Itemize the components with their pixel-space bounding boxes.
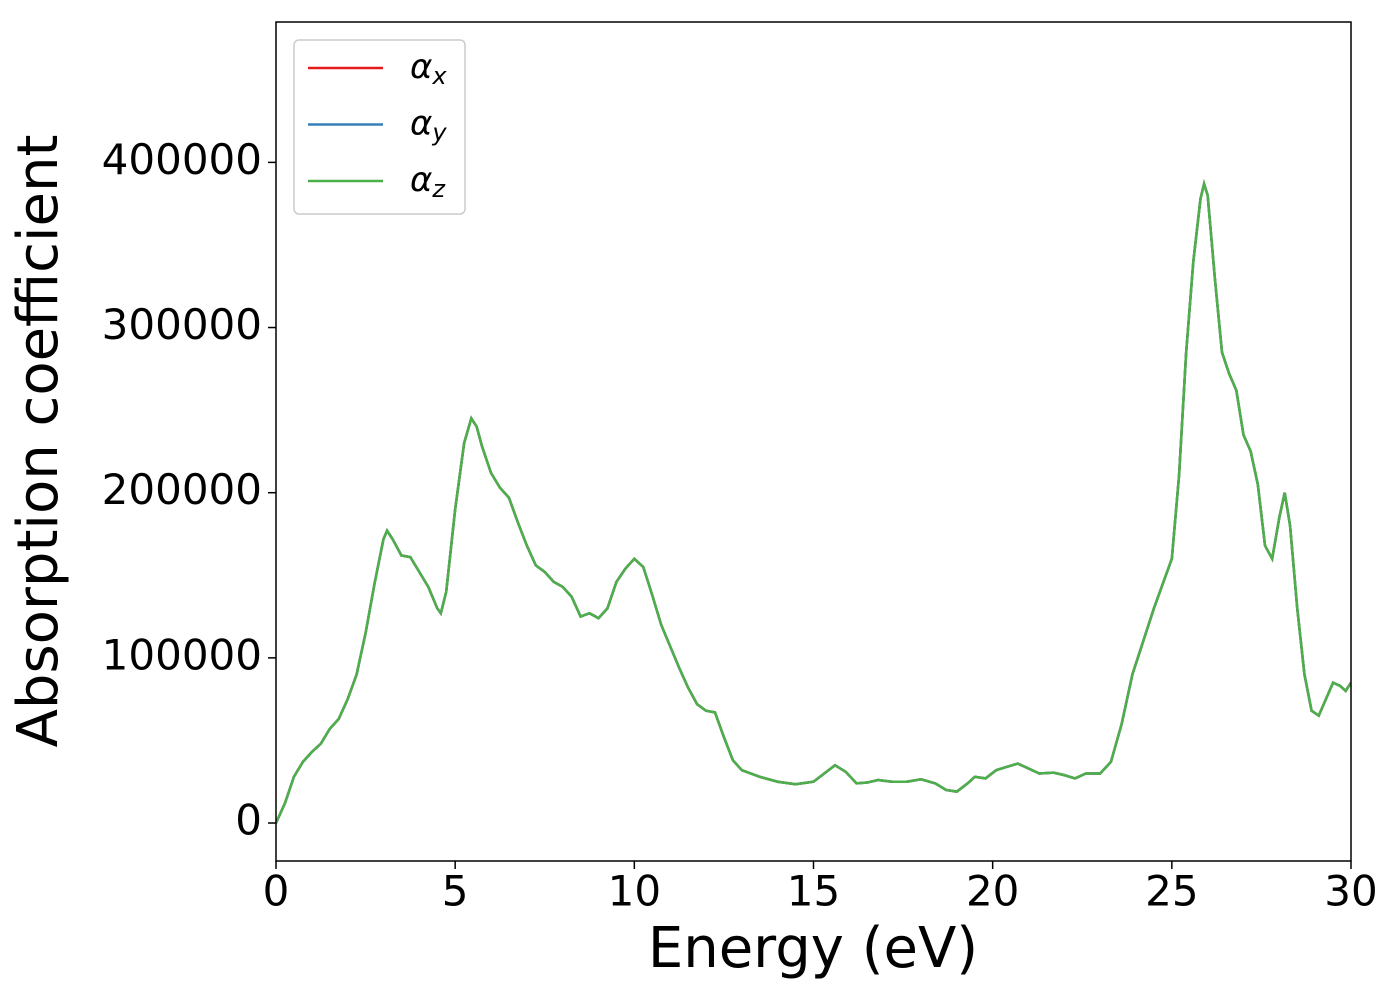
y-tick-label: 400000 [102,135,262,184]
x-axis-label: Energy (eV) [648,916,978,981]
x-tick-label: 15 [787,867,840,916]
legend-label: αy [410,103,447,147]
line-series [276,179,1351,824]
line-series [276,179,1351,824]
plot-frame [275,21,1352,862]
legend: αx αy αz [293,39,466,215]
y-tick-label: 200000 [102,465,262,514]
line-series [276,179,1351,824]
x-tick-label: 25 [1145,867,1198,916]
y-tick-label: 100000 [102,630,262,679]
legend-box [293,39,466,215]
x-tick-label: 20 [966,867,1019,916]
x-tick-label: 5 [442,867,469,916]
y-axis-label: Absorption coefficient [6,135,71,748]
legend-label: αx [410,47,447,91]
y-tick-label: 0 [235,796,262,845]
x-tick-label: 0 [263,867,290,916]
legend-label: αz [410,160,446,204]
x-tick-label: 30 [1324,867,1377,916]
x-tick-label: 10 [608,867,661,916]
y-tick-label: 300000 [102,300,262,349]
